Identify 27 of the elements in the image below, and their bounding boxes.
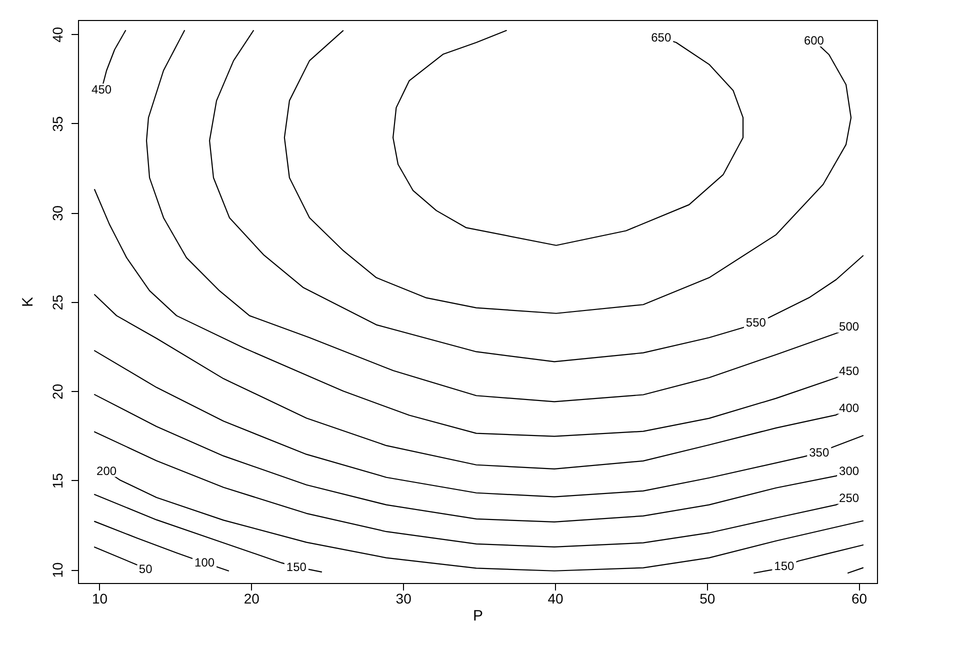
annotation: 250 <box>839 490 860 505</box>
y-axis-title: K <box>20 296 36 308</box>
annotation: 400 <box>839 400 860 415</box>
annotation: 300 <box>839 464 860 478</box>
annotation: 600 <box>804 34 824 48</box>
x-tick-label: 30 <box>396 590 412 606</box>
annotation: 650 <box>651 30 672 44</box>
y-tick-label: 30 <box>50 205 66 222</box>
x-tick-label: 10 <box>92 590 108 606</box>
y-tick-label: 40 <box>50 26 66 43</box>
line-series <box>284 30 852 314</box>
y-tick-label: 10 <box>50 562 66 578</box>
y-tick-label: 25 <box>50 294 66 310</box>
x-tick-label: 20 <box>244 590 260 606</box>
x-tick-label: 50 <box>700 590 716 606</box>
x-axis-title: P <box>472 608 484 624</box>
y-tick-label: 20 <box>50 384 66 400</box>
line-series <box>392 30 744 246</box>
annotation: 450 <box>92 82 112 97</box>
annotation: 200 <box>96 464 117 478</box>
annotation: 500 <box>839 320 860 334</box>
y-tick-label: 35 <box>50 116 66 132</box>
x-tick-label: 40 <box>548 590 564 606</box>
y-tick-label: 15 <box>50 472 66 489</box>
annotation: 450 <box>839 364 860 378</box>
x-tick-label: 60 <box>851 590 868 606</box>
line-series <box>208 30 864 362</box>
